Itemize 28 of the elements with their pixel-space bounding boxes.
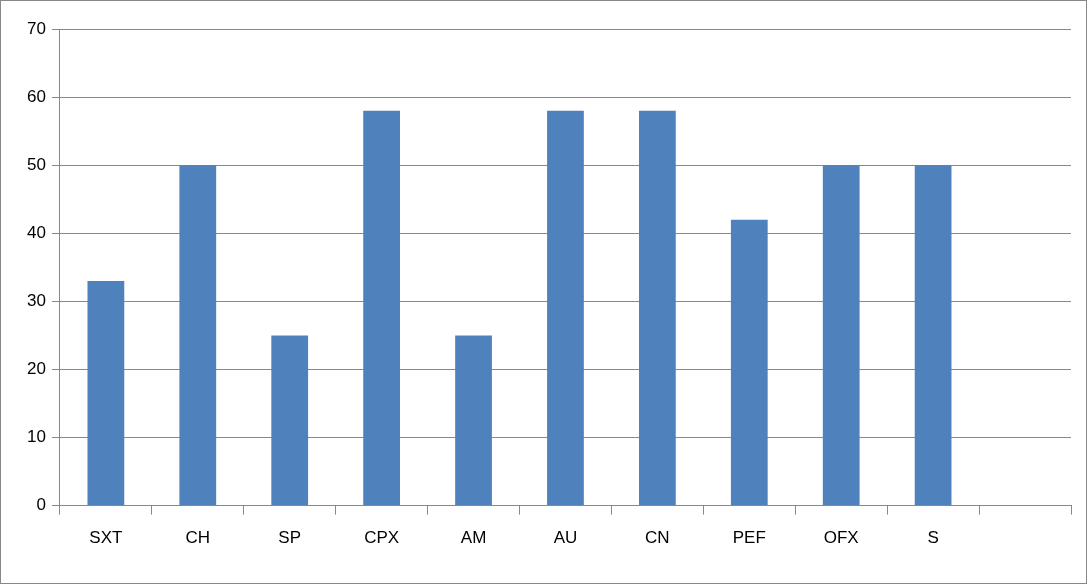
x-tick-label: SP [278,528,302,548]
x-tick-label: SXT [89,528,123,548]
x-tick-label: AM [460,528,487,548]
bar [363,110,400,506]
bar [638,110,676,506]
x-tick-label: S [927,528,939,548]
x-tick-label: PEF [732,528,766,548]
y-tick-label: 10 [26,427,46,447]
bar [914,165,952,506]
bar [271,335,309,506]
y-tick-label: 40 [26,222,46,242]
y-tick-label: 20 [26,359,46,379]
y-tick-label: 50 [26,154,46,174]
bar [730,219,768,506]
bar [822,165,860,506]
y-tick-label: 0 [36,495,46,515]
y-tick-label: 70 [26,18,46,38]
bar [87,280,125,506]
x-tick-label: OFX [823,528,859,548]
bar [455,335,492,506]
x-tick-label: AU [553,528,578,548]
x-tick-label: CPX [364,528,400,548]
x-tick-label: CN [645,528,670,548]
y-tick-label: 30 [26,291,46,311]
bar [179,165,217,506]
y-tick-label: 60 [26,86,46,106]
bar [547,110,584,506]
x-tick-label: CH [185,528,211,548]
